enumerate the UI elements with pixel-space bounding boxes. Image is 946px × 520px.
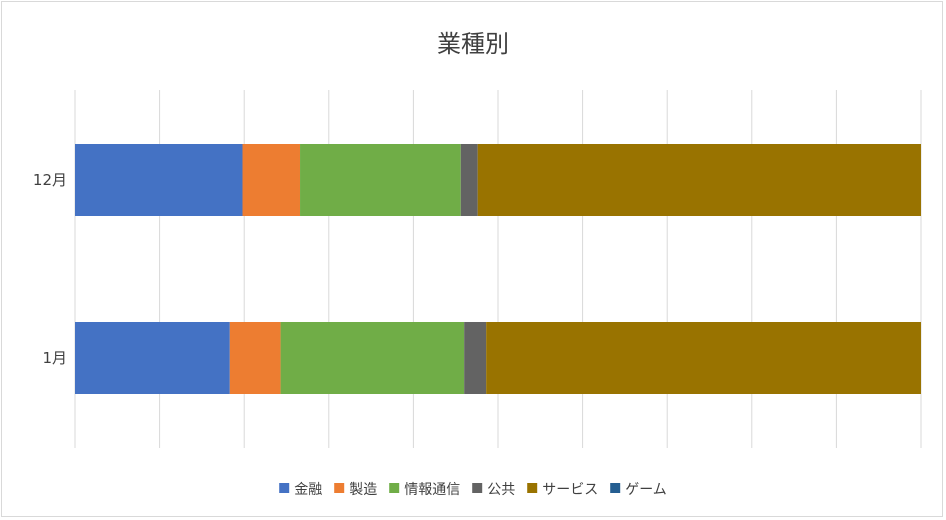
- legend-label: 情報通信: [404, 482, 460, 498]
- bar-segment: [280, 322, 465, 394]
- bar-segment: [464, 322, 487, 394]
- chart-title: 業種別: [437, 30, 509, 58]
- legend-item: 金融: [279, 482, 322, 498]
- bar-segment: [75, 144, 243, 216]
- legend-item: サービス: [527, 482, 598, 498]
- legend-label: 公共: [487, 482, 515, 498]
- legend: 金融 製造 情報通信 公共 サービス ゲーム: [279, 482, 667, 498]
- bar-segment: [242, 144, 301, 216]
- legend-item: ゲーム: [610, 482, 667, 498]
- category-labels: 12月 1月: [33, 171, 67, 367]
- legend-label: ゲーム: [625, 482, 667, 498]
- bars: [75, 144, 921, 394]
- legend-swatch: [610, 483, 621, 493]
- bar-segment: [75, 322, 230, 394]
- legend-label: 金融: [294, 482, 322, 498]
- legend-swatch: [472, 483, 483, 493]
- legend-item: 情報通信: [389, 482, 460, 498]
- gridlines: [74, 90, 922, 448]
- bar-segment: [300, 144, 461, 216]
- bar-segment: [229, 322, 281, 394]
- legend-swatch: [334, 483, 345, 493]
- legend-label: 製造: [349, 482, 377, 498]
- bar-segment: [477, 144, 921, 216]
- legend-swatch: [527, 483, 538, 493]
- legend-item: 製造: [334, 482, 377, 498]
- legend-label: サービス: [542, 482, 598, 498]
- bar-segment: [486, 322, 921, 394]
- category-label: 1月: [42, 349, 67, 367]
- legend-swatch: [389, 483, 400, 493]
- category-label: 12月: [33, 171, 67, 189]
- legend-swatch: [279, 483, 290, 493]
- bar-segment: [460, 144, 478, 216]
- legend-item: 公共: [472, 482, 515, 498]
